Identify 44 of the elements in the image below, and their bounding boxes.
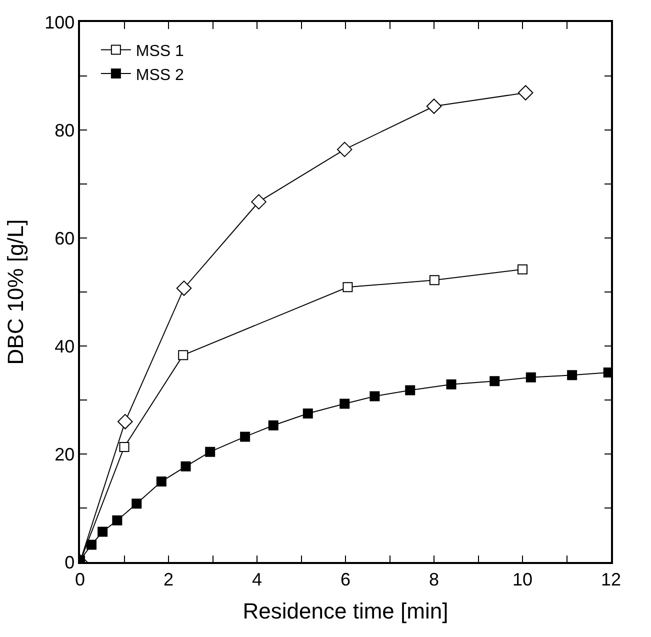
point xyxy=(429,275,440,286)
point xyxy=(240,432,250,442)
x-tick-label: 12 xyxy=(600,569,622,590)
point xyxy=(180,461,191,472)
point xyxy=(176,280,192,296)
point xyxy=(268,420,278,430)
x-axis-title: Residence time [min] xyxy=(242,598,448,624)
point xyxy=(336,142,352,158)
y-tick-label: 40 xyxy=(54,336,75,356)
point xyxy=(251,194,266,210)
point xyxy=(302,408,313,418)
point xyxy=(156,476,166,487)
x-tick-label: 2 xyxy=(163,569,174,590)
point xyxy=(405,385,416,396)
point xyxy=(567,370,578,380)
y-tick-label: 80 xyxy=(54,120,75,140)
point xyxy=(98,526,108,537)
point xyxy=(426,98,442,114)
x-tick-label: 8 xyxy=(428,569,440,590)
y-tick-label: 0 xyxy=(64,552,75,572)
legend-label: MSS 1 xyxy=(136,42,184,60)
point xyxy=(342,282,353,292)
x-tick-label: 10 xyxy=(512,569,533,590)
point xyxy=(205,446,216,457)
y-tick-label: 60 xyxy=(54,228,75,248)
point xyxy=(132,498,142,509)
point xyxy=(526,372,536,382)
x-tick-label: 4 xyxy=(252,569,262,590)
y-tick-label: 100 xyxy=(44,12,75,32)
y-tick-label: 20 xyxy=(54,444,75,464)
point xyxy=(518,85,534,100)
point xyxy=(178,350,188,360)
point xyxy=(370,391,380,402)
point xyxy=(490,376,500,386)
point xyxy=(86,540,97,550)
point xyxy=(117,414,133,430)
point xyxy=(518,264,528,274)
legend-label: MSS 2 xyxy=(136,66,184,84)
point xyxy=(446,379,456,390)
point xyxy=(119,442,130,452)
x-tick-label: 6 xyxy=(340,569,351,590)
y-axis-title: DBC 10% [g/L] xyxy=(2,219,28,365)
point xyxy=(340,398,350,409)
point xyxy=(112,515,122,526)
